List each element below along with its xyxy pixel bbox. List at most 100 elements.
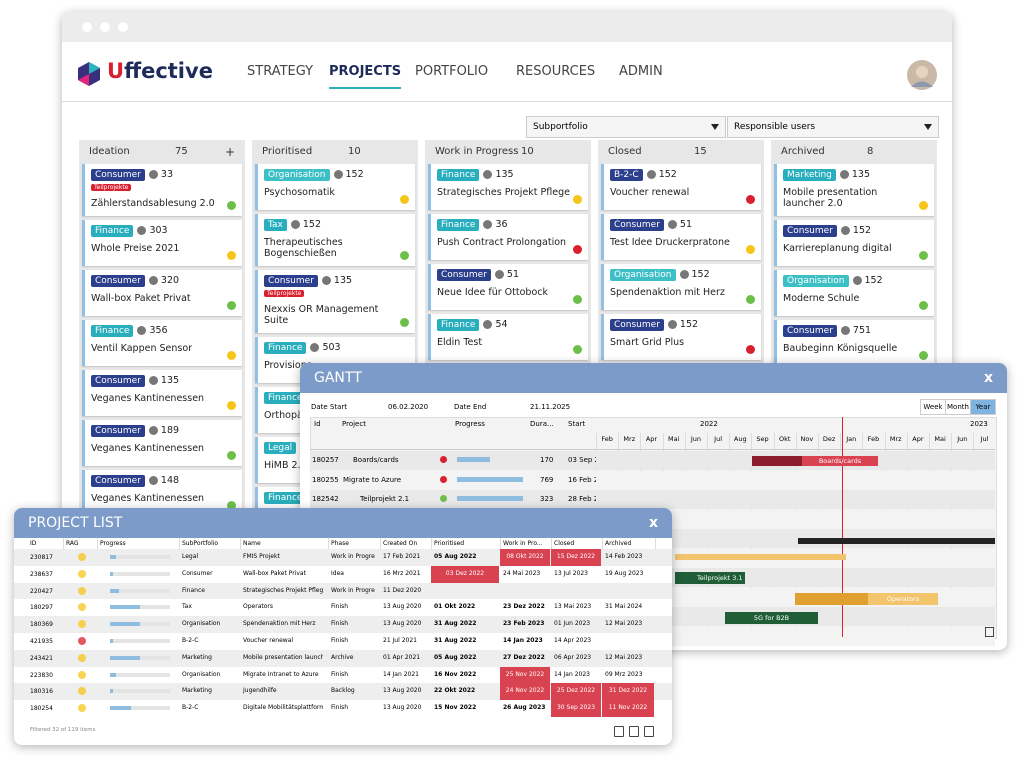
- list-cell: Consumer: [182, 569, 213, 577]
- kanban-card[interactable]: Consumer 51 Neue Idee für Ottobock: [428, 264, 588, 310]
- filter-dropdown[interactable]: Responsible users: [727, 116, 939, 138]
- status-dot: [227, 401, 236, 410]
- kanban-card[interactable]: Consumer 320 Wall-box Paket Privat: [82, 270, 242, 316]
- kanban-card[interactable]: Consumer 152 Karriereplanung digital: [774, 220, 934, 266]
- kanban-card[interactable]: Consumer 189 Veganes Kantinenessen: [82, 420, 242, 466]
- view-button[interactable]: Year: [970, 399, 996, 415]
- list-cell: Archive: [331, 653, 354, 661]
- nav-item[interactable]: ADMIN: [619, 64, 663, 79]
- list-cell: 30 Sep 2023: [551, 700, 601, 717]
- list-cell: 14 Jan 2023: [554, 670, 590, 678]
- kanban-card[interactable]: Marketing 135 Mobile presentation launcher…: [774, 164, 934, 216]
- list-cell: 26 Aug 2023: [503, 704, 546, 712]
- row-id: 243421: [30, 654, 53, 662]
- kanban-card[interactable]: Tax 152 Therapeutisches Bogenschießen: [255, 214, 415, 266]
- status-dot: [746, 245, 755, 254]
- nav-item[interactable]: PROJECTS: [329, 64, 402, 89]
- card-title: Wall-box Paket Privat: [91, 293, 191, 304]
- kanban-card[interactable]: Consumer 33 Teilprojekte Zählerstandsablesu…: [82, 164, 242, 216]
- card-title: Baubeginn Königsquelle: [783, 343, 898, 354]
- row-id: 180369: [30, 621, 53, 629]
- card-title: Orthopäd: [264, 410, 309, 421]
- month-label: Jan: [846, 435, 857, 443]
- filter-dropdown[interactable]: Subportfolio: [526, 116, 726, 138]
- kanban-card[interactable]: Consumer 135 Teilprojekte Nexxis OR Managem…: [255, 270, 415, 333]
- nav-item[interactable]: PORTFOLIO: [415, 64, 489, 79]
- kanban-card[interactable]: Finance 303 Whole Preise 2021: [82, 220, 242, 266]
- card-number: 51: [506, 269, 519, 280]
- list-cell: 14 Jan 2021: [383, 670, 419, 678]
- card-number: 152: [345, 169, 364, 180]
- owner-icon: [148, 426, 158, 435]
- gantt-bar-label: 5G for B2B: [725, 612, 818, 624]
- tag: Consumer: [610, 319, 664, 331]
- list-cell: 08 Okt 2022: [500, 549, 550, 566]
- row-stripe: [310, 451, 995, 470]
- list-cell: 06 Apr 2023: [554, 653, 592, 661]
- toolbar-icon[interactable]: [985, 627, 994, 637]
- kanban-card[interactable]: Consumer 51 Test Idee Druckerpratone: [601, 214, 761, 260]
- card-number: 135: [333, 275, 353, 286]
- kanban-card[interactable]: Finance 356 Ventil Kappen Sensor: [82, 320, 242, 366]
- card-title: Eldin Test: [437, 337, 483, 348]
- toolbar-icon[interactable]: [629, 726, 639, 737]
- close-button[interactable]: x: [648, 515, 658, 531]
- owner-icon: [333, 170, 343, 179]
- kanban-column: Ideation 75 + Consumer 33 Teilprojekte Zählers…: [79, 140, 245, 518]
- card-top: Consumer 148: [91, 475, 236, 487]
- add-button[interactable]: +: [224, 145, 235, 159]
- kanban-card[interactable]: Organisation 152 Spendenaktion mit Herz: [601, 264, 761, 310]
- card-title: Zählerstandsablesung 2.0: [91, 198, 215, 209]
- window-dot: [118, 22, 128, 32]
- kanban-card[interactable]: Organisation 152 Moderne Schule: [774, 270, 934, 316]
- owner-icon: [483, 220, 493, 229]
- view-button[interactable]: Week: [920, 399, 946, 415]
- month-label: Mrz: [623, 435, 636, 443]
- divider: [62, 101, 952, 102]
- kanban-card[interactable]: Finance 135 Strategisches Projekt Pflege: [428, 164, 588, 210]
- row-duration: 769: [540, 475, 554, 484]
- owner-icon: [148, 170, 158, 179]
- kanban-card[interactable]: B-2-C 152 Voucher renewal: [601, 164, 761, 210]
- card-top: Finance 356: [91, 325, 236, 337]
- progress-track: [110, 605, 170, 610]
- nav-item[interactable]: STRATEGY: [247, 64, 314, 79]
- kanban-card[interactable]: Consumer 152 Smart Grid Plus: [601, 314, 761, 360]
- card-number: 320: [160, 275, 180, 286]
- owner-icon: [483, 320, 493, 329]
- view-button[interactable]: Month: [945, 399, 971, 415]
- tag: Consumer: [437, 269, 491, 281]
- month-label: Okt: [778, 435, 791, 443]
- toolbar-icon[interactable]: [614, 726, 624, 737]
- kanban-card[interactable]: Consumer 751 Baubeginn Königsquelle: [774, 320, 934, 366]
- column-header: Prioritised: [434, 540, 465, 547]
- card-title: Karriereplanung digital: [783, 243, 892, 254]
- card-top: Consumer 33: [91, 169, 236, 181]
- card-number: 51: [679, 219, 692, 230]
- list-cell: Finish: [331, 670, 349, 678]
- rag-dot: [78, 687, 86, 696]
- card-title: Therapeutisches Bogenschießen: [264, 237, 343, 259]
- list-cell: 03 Dez 2022: [431, 565, 499, 583]
- list-row: [14, 633, 672, 650]
- nav-item[interactable]: RESOURCES: [516, 64, 596, 79]
- card-number: 152: [864, 275, 883, 286]
- owner-icon: [839, 170, 849, 179]
- card-title: Strategisches Projekt Pflege: [437, 187, 570, 198]
- kanban-card[interactable]: Consumer 135 Veganes Kantinenessen: [82, 370, 242, 416]
- kanban-card[interactable]: Finance 54 Eldin Test: [428, 314, 588, 360]
- kanban-card[interactable]: Finance 36 Push Contract Prolongation: [428, 214, 588, 260]
- rag-dot: [78, 670, 86, 679]
- user-avatar[interactable]: [906, 59, 938, 91]
- card-top: Tax 152: [264, 219, 409, 231]
- toolbar-icon[interactable]: [644, 726, 654, 737]
- list-row: [14, 599, 672, 617]
- list-cell: Tax: [182, 603, 192, 611]
- list-cell: 22 Okt 2022: [434, 687, 476, 695]
- tag: Consumer: [91, 425, 145, 437]
- year-label: 2023: [970, 420, 988, 428]
- card-top: Finance: [264, 392, 409, 404]
- close-button[interactable]: x: [983, 370, 993, 386]
- owner-icon: [494, 270, 504, 279]
- kanban-card[interactable]: Organisation 152 Psychosomatik: [255, 164, 415, 210]
